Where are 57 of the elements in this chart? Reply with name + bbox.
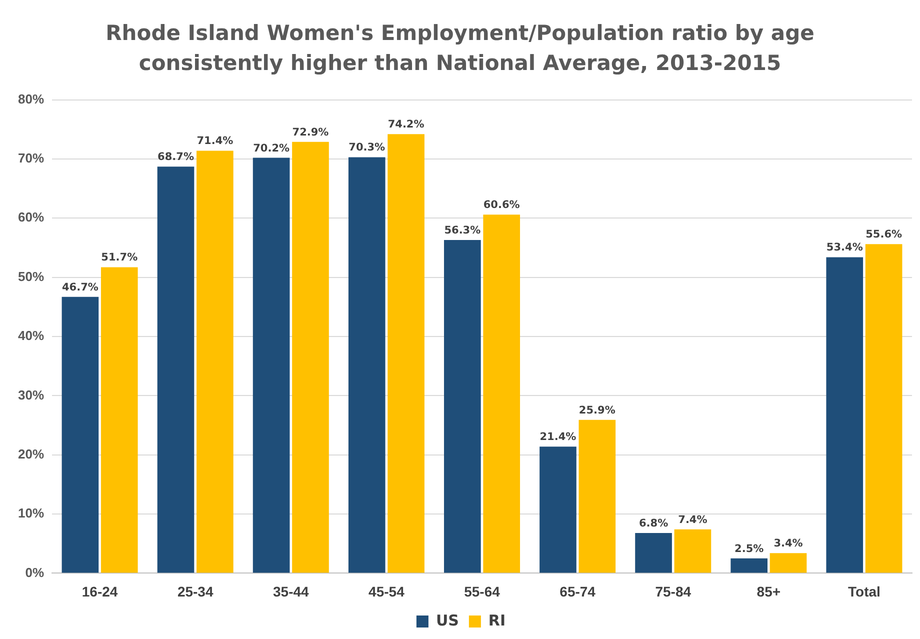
data-label: 51.7% xyxy=(101,252,138,264)
bar xyxy=(100,267,138,573)
y-tick-label: 40% xyxy=(18,328,44,344)
x-tick-label: 85+ xyxy=(756,583,781,600)
bar xyxy=(252,158,290,573)
data-label: 56.3% xyxy=(444,224,482,237)
bar xyxy=(62,296,99,573)
y-tick-label: 10% xyxy=(18,506,44,521)
x-tick-label: 35-44 xyxy=(272,583,310,600)
bar xyxy=(826,257,864,573)
x-tick-label: 45-54 xyxy=(368,583,405,600)
data-label: 7.4% xyxy=(678,514,708,526)
data-label: 46.7% xyxy=(62,281,99,294)
y-tick-label: 0% xyxy=(25,564,44,580)
bar xyxy=(157,166,194,573)
x-tick-label: 75-84 xyxy=(655,583,692,600)
data-label: 21.4% xyxy=(540,431,577,444)
bar xyxy=(348,157,386,573)
bar xyxy=(770,553,807,573)
data-label: 60.6% xyxy=(483,199,520,212)
bar xyxy=(540,446,576,573)
data-label: 3.4% xyxy=(774,538,804,550)
bar xyxy=(196,150,234,573)
bar xyxy=(388,134,424,573)
data-label: 70.2% xyxy=(253,142,290,154)
x-tick-label: Total xyxy=(848,583,880,600)
y-tick-label: 70% xyxy=(18,150,44,166)
data-label: 70.3% xyxy=(348,142,386,154)
y-tick-label: 50% xyxy=(18,268,44,284)
y-tick-label: 20% xyxy=(18,446,44,462)
bar xyxy=(292,142,329,573)
data-label: 72.9% xyxy=(292,126,330,138)
data-label: 71.4% xyxy=(196,135,234,148)
bar xyxy=(578,420,616,573)
y-tick-label: 30% xyxy=(18,387,44,402)
x-tick-label: 55-64 xyxy=(464,583,500,600)
data-label: 25.9% xyxy=(578,404,616,416)
data-label: 53.4% xyxy=(826,242,864,254)
bar xyxy=(444,240,481,573)
data-label: 2.5% xyxy=(734,542,764,555)
bar xyxy=(483,214,520,573)
bar xyxy=(865,244,902,573)
bar xyxy=(674,529,712,573)
y-tick-label: 80% xyxy=(18,91,44,106)
bar xyxy=(730,558,768,573)
x-tick-label: 25-34 xyxy=(177,583,214,600)
data-label: 6.8% xyxy=(638,517,669,530)
data-label: 74.2% xyxy=(388,118,425,131)
legend-label: RI xyxy=(488,611,506,630)
data-label: 68.7% xyxy=(158,151,194,164)
bar xyxy=(635,532,672,573)
chart-title: Rhode Island Women's Employment/Population ratio by age consistently higher than National Average, 2013-2015 xyxy=(104,20,816,77)
y-tick-label: 60% xyxy=(18,210,44,225)
legend-label: US xyxy=(436,611,459,630)
x-tick-label: 65-74 xyxy=(560,583,596,600)
data-label: 55.6% xyxy=(866,228,902,241)
x-tick-label: 16-24 xyxy=(82,583,118,600)
